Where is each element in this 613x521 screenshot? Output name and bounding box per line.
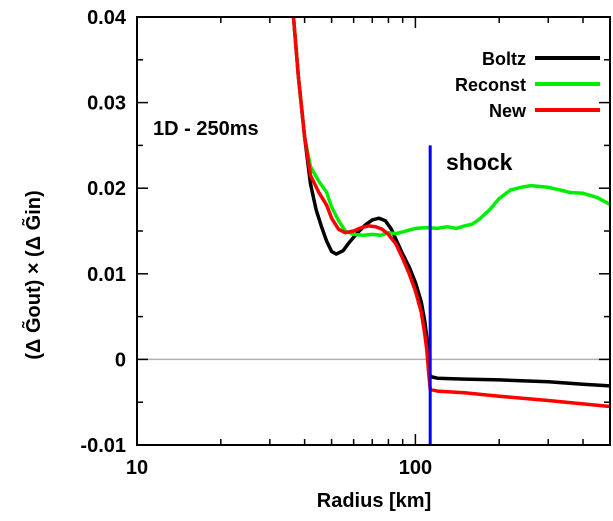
shock-label: shock	[446, 149, 513, 175]
series-line-boltz	[291, 17, 610, 388]
legend-label-new: New	[489, 101, 527, 121]
x-tick-label: 10	[126, 457, 148, 479]
y-axis-label: (Δ G̃out) × (Δ G̃in)	[21, 190, 45, 359]
x-tick-label: 100	[399, 457, 432, 479]
annotation-label: 1D - 250ms	[153, 118, 259, 140]
y-tick-label: 0.04	[87, 7, 127, 29]
series-line-reconst	[291, 17, 610, 238]
legend-label-reconst: Reconst	[455, 75, 526, 95]
y-tick-label: 0.03	[87, 93, 126, 115]
y-tick-label: 0.02	[87, 178, 126, 200]
y-tick-label: 0	[115, 349, 126, 371]
legend-label-boltz: Boltz	[482, 49, 526, 69]
x-axis-label: Radius [km]	[317, 490, 431, 512]
y-tick-label: -0.01	[80, 435, 126, 457]
y-tick-label: 0.01	[87, 264, 126, 286]
legend: Boltz Reconst New	[455, 49, 600, 121]
series-line-new	[291, 17, 610, 409]
